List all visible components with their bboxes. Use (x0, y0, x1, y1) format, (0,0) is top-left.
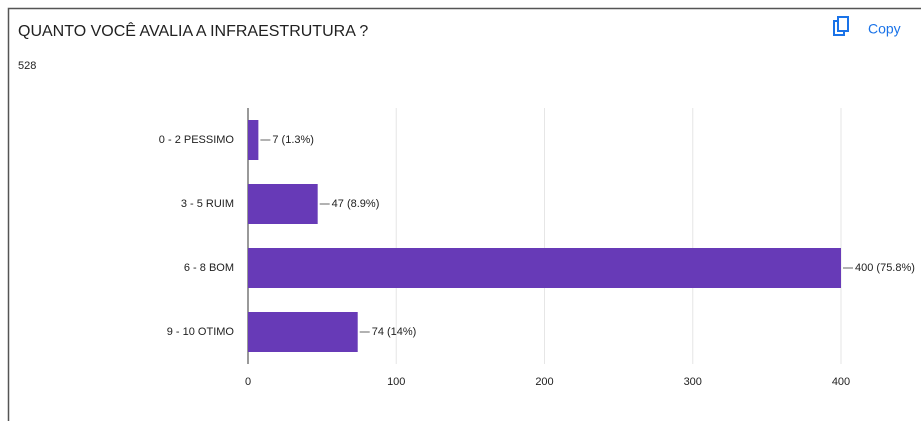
value-label: 400 (75.8%) (855, 262, 915, 274)
y-tick-label: 0 - 2 PESSIMO (159, 134, 235, 146)
copy-button[interactable]: Copy (833, 16, 901, 37)
x-tick-label: 100 (387, 376, 405, 388)
value-label: 47 (8.9%) (332, 198, 380, 210)
bar (248, 120, 259, 160)
y-tick-label: 9 - 10 OTIMO (167, 326, 235, 338)
copy-text: Copy (868, 21, 901, 37)
x-tick-label: 200 (535, 376, 553, 388)
bar (248, 184, 318, 224)
chart-title: QUANTO VOCÊ AVALIA A INFRAESTRUTURA ? (18, 21, 368, 40)
bar (248, 248, 841, 288)
bar (248, 312, 358, 352)
y-tick-label: 6 - 8 BOM (184, 262, 234, 274)
response-count: 528 (18, 60, 36, 72)
x-tick-label: 0 (245, 376, 251, 388)
copy-icon (837, 16, 849, 32)
x-tick-label: 400 (832, 376, 850, 388)
value-label: 7 (1.3%) (272, 134, 314, 146)
y-tick-label: 3 - 5 RUIM (181, 198, 234, 210)
value-label: 74 (14%) (372, 326, 417, 338)
x-tick-label: 300 (684, 376, 702, 388)
card-border (7, 7, 921, 421)
